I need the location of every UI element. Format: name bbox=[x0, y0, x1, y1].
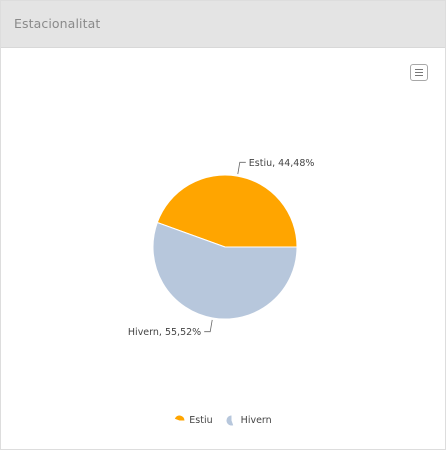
legend-item-hivern[interactable]: Hivern bbox=[226, 415, 272, 426]
pie-slice-hivern[interactable] bbox=[152, 221, 298, 320]
panel-header: Estacionalitat bbox=[1, 1, 445, 48]
data-label-connector bbox=[237, 161, 246, 175]
hamburger-menu-icon[interactable] bbox=[410, 64, 428, 81]
legend-item-estiu[interactable]: Estiu bbox=[174, 415, 213, 426]
panel-title: Estacionalitat bbox=[14, 16, 101, 31]
pie-slice-icon bbox=[226, 415, 233, 426]
legend-label-hivern: Hivern bbox=[240, 415, 272, 426]
pie-slice-icon bbox=[175, 415, 185, 421]
chart-legend: Estiu Hivern bbox=[0, 415, 446, 431]
data-label-hivern: Hivern, 55,52% bbox=[128, 327, 201, 338]
legend-label-estiu: Estiu bbox=[189, 415, 213, 426]
pie-slice-estiu[interactable] bbox=[156, 174, 298, 248]
data-label-estiu: Estiu, 44,48% bbox=[249, 158, 315, 169]
data-label-connector bbox=[204, 319, 213, 333]
